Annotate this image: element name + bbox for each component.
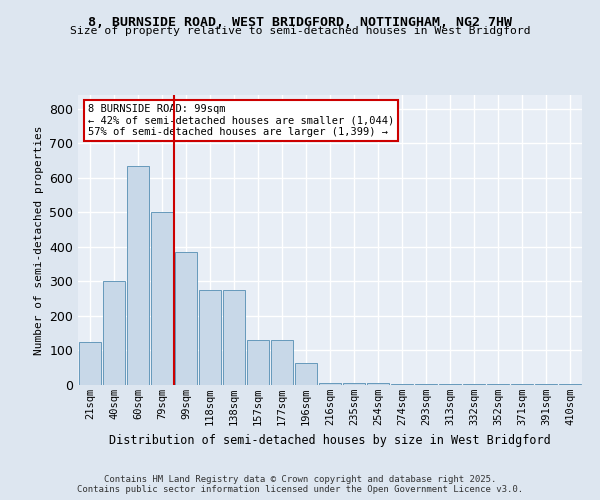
Bar [439,384,461,385]
Text: Contains HM Land Registry data © Crown copyright and database right 2025.
Contai: Contains HM Land Registry data © Crown c… [77,474,523,494]
Text: 8, BURNSIDE ROAD, WEST BRIDGFORD, NOTTINGHAM, NG2 7HW: 8, BURNSIDE ROAD, WEST BRIDGFORD, NOTTIN… [88,16,512,29]
Bar [391,384,413,385]
X-axis label: Distribution of semi-detached houses by size in West Bridgford: Distribution of semi-detached houses by … [109,434,551,446]
Text: Size of property relative to semi-detached houses in West Bridgford: Size of property relative to semi-detach… [70,26,530,36]
Y-axis label: Number of semi-detached properties: Number of semi-detached properties [34,125,44,355]
Bar [247,340,269,385]
Bar [223,290,245,385]
Text: 8 BURNSIDE ROAD: 99sqm
← 42% of semi-detached houses are smaller (1,044)
57% of : 8 BURNSIDE ROAD: 99sqm ← 42% of semi-det… [88,104,394,137]
Bar [271,340,293,385]
Bar [151,212,173,385]
Bar [343,384,365,385]
Bar [511,384,533,385]
Bar [295,362,317,385]
Bar [319,384,341,385]
Bar [79,342,101,385]
Bar [415,384,437,385]
Bar [487,384,509,385]
Bar [367,384,389,385]
Bar [535,384,557,385]
Bar [127,166,149,385]
Bar [175,252,197,385]
Bar [559,384,581,385]
Bar [103,282,125,385]
Bar [199,290,221,385]
Bar [463,384,485,385]
